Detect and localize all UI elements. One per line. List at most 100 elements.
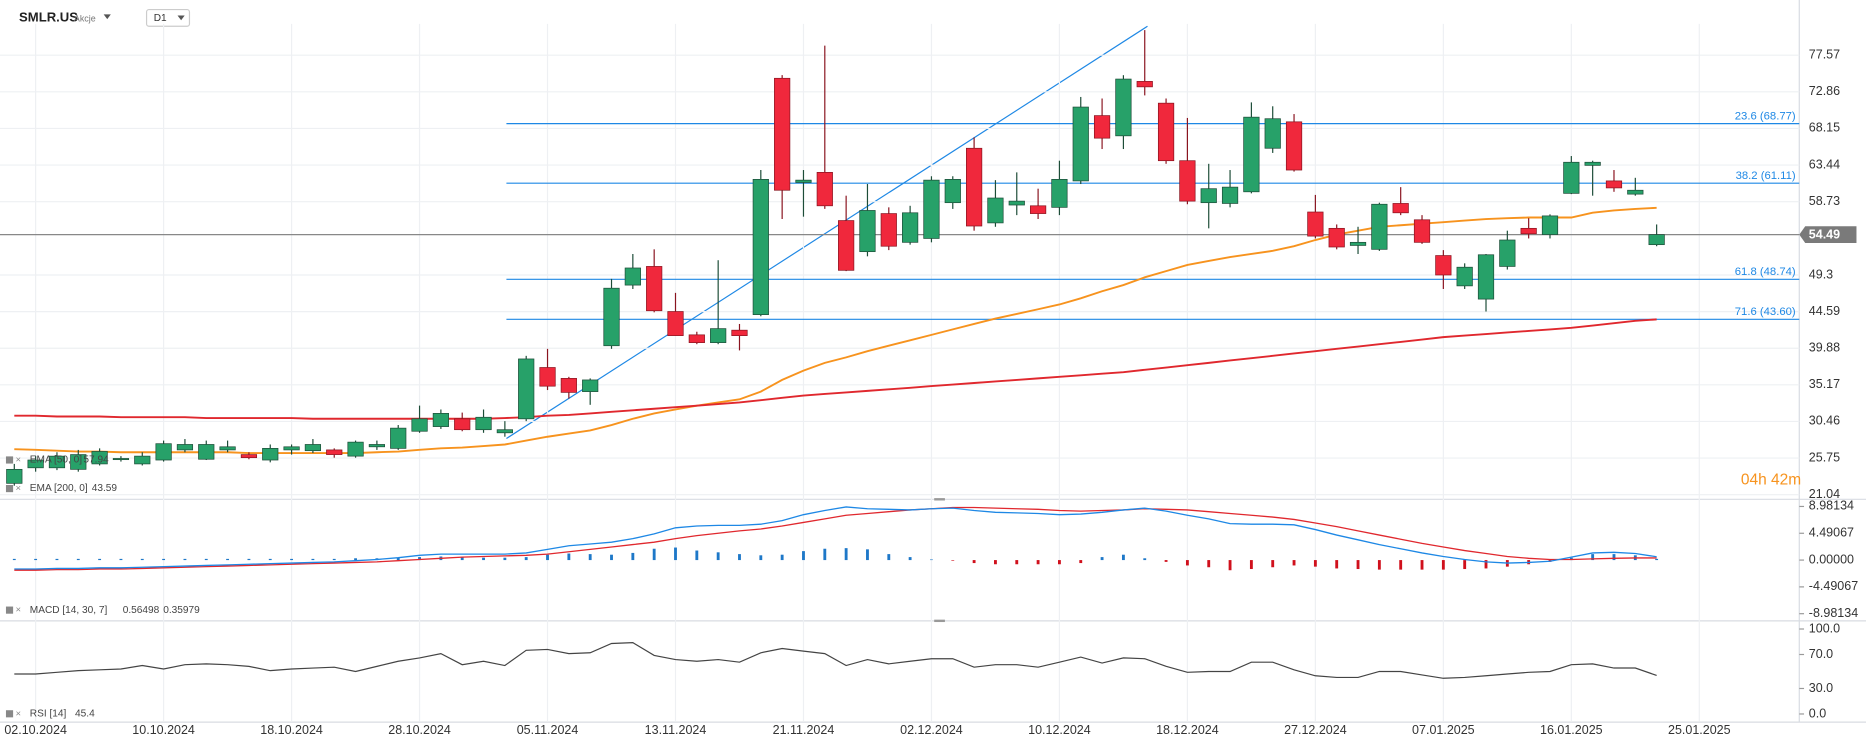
histogram-bar <box>1399 560 1403 570</box>
asset-class: Akcje <box>74 13 96 23</box>
histogram-bar <box>802 551 805 561</box>
legend-icon[interactable] <box>5 710 14 718</box>
candle-body <box>1285 121 1303 171</box>
y-tick-label: 49.3 <box>1809 267 1833 281</box>
x-tick-label: 27.12.2024 <box>1284 723 1347 737</box>
legend-close[interactable]: × <box>15 455 21 466</box>
candle-body <box>240 454 258 459</box>
candle-body <box>1648 234 1665 246</box>
candle-body <box>1413 219 1431 243</box>
legend-name: EMA [50, 0] <box>30 455 82 466</box>
y-tick-label: 77.57 <box>1809 47 1840 61</box>
ema-line <box>14 318 1657 420</box>
candle-body <box>1349 241 1367 246</box>
histogram-bar <box>1249 560 1253 570</box>
candle-body <box>710 328 727 343</box>
histogram-bar <box>631 552 635 561</box>
candle-body <box>1627 189 1644 195</box>
histogram-bar <box>1100 557 1104 561</box>
timeframe[interactable]: D1 <box>154 13 167 24</box>
legend-icon[interactable] <box>5 606 14 614</box>
histogram-bar <box>162 558 166 561</box>
candle-body <box>155 443 172 461</box>
histogram-bar <box>418 557 421 561</box>
histogram-bar <box>204 558 208 561</box>
symbol-dropdown[interactable] <box>103 14 111 20</box>
candle-body <box>880 213 897 247</box>
histogram-bar <box>247 558 251 561</box>
candle-body <box>603 287 620 347</box>
histogram-bar <box>1164 560 1168 562</box>
candle-body <box>1008 200 1025 206</box>
candle-body <box>496 429 513 434</box>
rsi-line <box>14 642 1657 679</box>
candle-body <box>923 179 940 239</box>
y-tick-label: 8.98134 <box>1809 499 1854 513</box>
legend-close[interactable]: × <box>15 483 21 494</box>
legend-value: 43.59 <box>92 483 118 494</box>
candle-body <box>390 427 407 449</box>
candle-body <box>902 212 919 243</box>
candle-body <box>91 451 108 465</box>
histogram-bar <box>119 558 123 561</box>
y-tick-label: 44.59 <box>1809 304 1840 318</box>
histogram-bar <box>1591 554 1595 561</box>
panel-handle[interactable] <box>934 498 945 501</box>
candle-body <box>539 367 556 387</box>
y-tick-label: -4.49067 <box>1809 579 1858 593</box>
histogram-bar <box>823 548 827 561</box>
legend-name: MACD [14, 30, 7] <box>30 605 108 616</box>
candle-body <box>560 378 577 393</box>
legend-close[interactable]: × <box>15 708 21 719</box>
histogram-bar <box>12 558 16 561</box>
x-tick-label: 02.10.2024 <box>4 723 67 737</box>
symbol[interactable]: SMLR.US <box>19 9 78 24</box>
legend-icon[interactable] <box>5 485 14 493</box>
timeframe-dropdown[interactable] <box>177 15 185 21</box>
histogram-bar <box>1292 560 1296 566</box>
candle-body <box>198 444 215 460</box>
candle-body <box>176 444 194 451</box>
timeframe-box[interactable] <box>145 8 191 27</box>
trend-line <box>506 25 1148 440</box>
histogram-bar <box>695 550 699 561</box>
candle-body <box>816 172 833 207</box>
histogram-bar <box>844 548 848 561</box>
candle-body <box>838 220 855 271</box>
y-tick-label: 0.0 <box>1809 706 1826 720</box>
histogram-bar <box>290 558 294 561</box>
histogram-bar <box>887 554 891 561</box>
candle-body <box>987 197 1004 224</box>
y-tick-label: -8.98134 <box>1809 606 1858 620</box>
candle-body <box>1541 215 1559 235</box>
histogram-bar <box>908 557 912 561</box>
candle-body <box>1093 115 1111 139</box>
candle-body <box>6 468 23 484</box>
y-tick-label: 100.0 <box>1809 621 1840 635</box>
histogram-bar <box>1377 560 1381 570</box>
histogram-bar <box>55 558 59 561</box>
x-tick-label: 21.11.2024 <box>773 723 835 737</box>
panel-handle[interactable] <box>934 619 945 623</box>
histogram-bar <box>759 555 763 561</box>
legend-close[interactable]: × <box>15 605 21 616</box>
x-tick-label: 05.11.2024 <box>517 723 579 737</box>
histogram-bar <box>1271 560 1275 568</box>
legend-icon[interactable] <box>5 456 14 464</box>
candle-body <box>1456 266 1473 287</box>
histogram-bar <box>1356 560 1360 570</box>
candle-body <box>1200 188 1217 204</box>
histogram-bar <box>610 554 613 561</box>
candle-body <box>134 455 151 465</box>
candle-body <box>1371 203 1388 250</box>
candle-body <box>731 329 748 336</box>
candle-body <box>283 446 300 451</box>
candle-body <box>944 179 961 204</box>
candle-body <box>582 379 599 392</box>
candle-body <box>48 455 66 469</box>
candle-body <box>475 416 492 431</box>
histogram-bar <box>1057 560 1061 565</box>
legend-value: 0.35979 <box>163 605 200 616</box>
histogram-bar <box>354 558 357 561</box>
